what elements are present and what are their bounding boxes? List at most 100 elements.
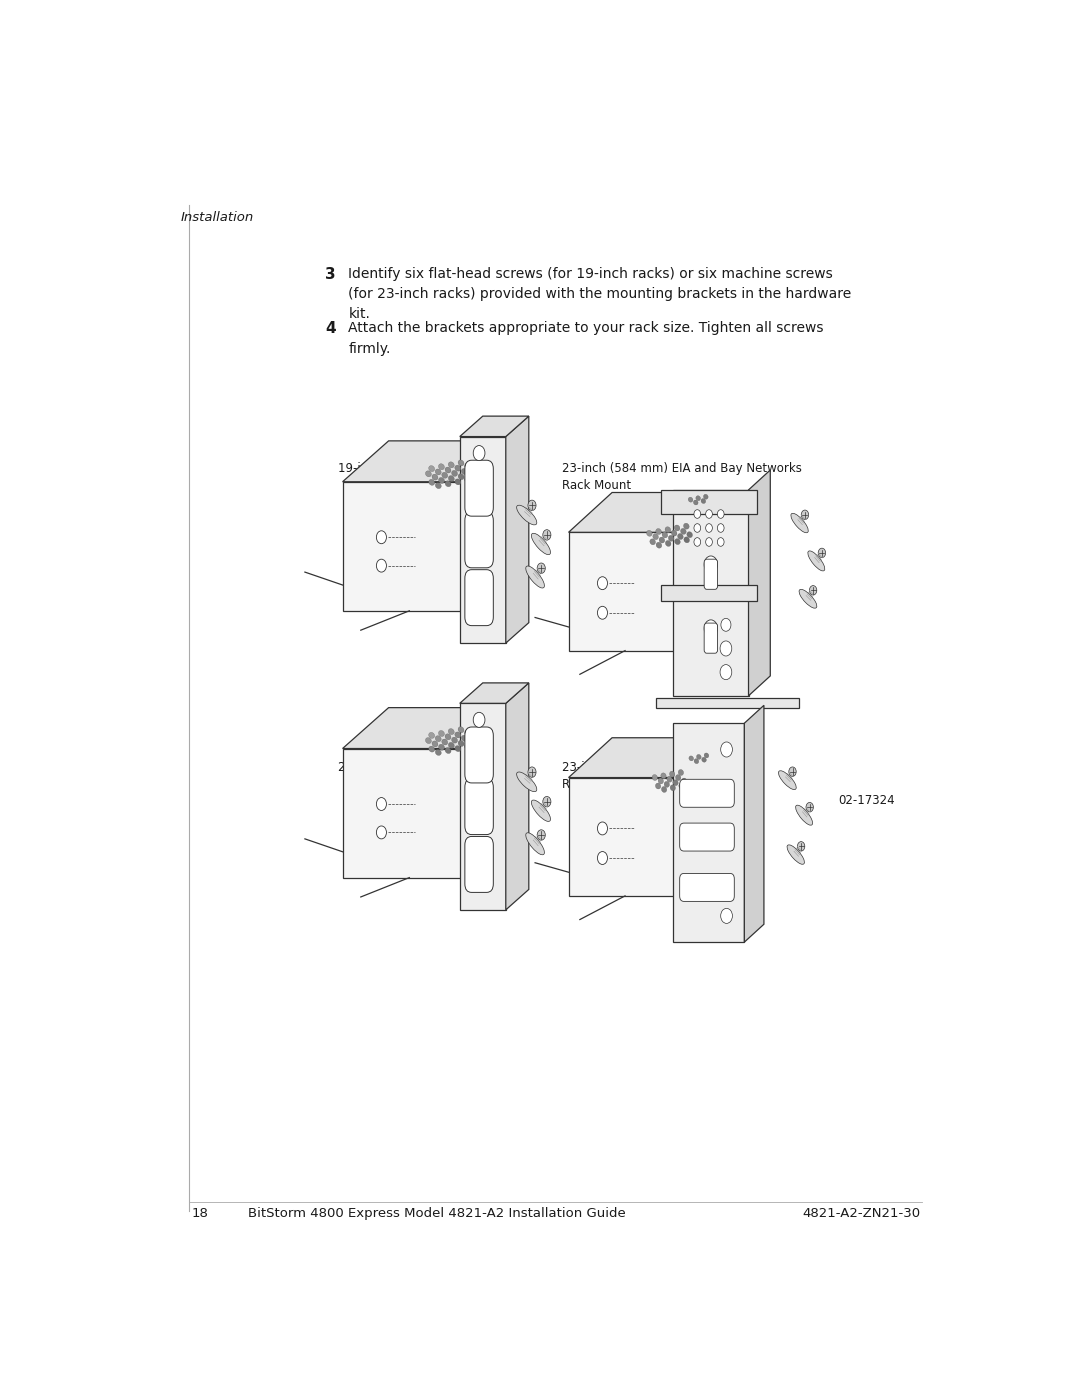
Circle shape [797, 841, 805, 851]
Circle shape [720, 665, 732, 680]
Polygon shape [460, 703, 505, 909]
Ellipse shape [808, 550, 825, 571]
Ellipse shape [429, 465, 434, 472]
Text: 02-17324: 02-17324 [838, 793, 894, 806]
Ellipse shape [696, 496, 701, 500]
Ellipse shape [702, 757, 706, 763]
Polygon shape [657, 698, 799, 708]
Ellipse shape [666, 777, 672, 782]
Ellipse shape [684, 524, 689, 529]
Ellipse shape [455, 732, 461, 738]
Circle shape [809, 585, 816, 595]
Ellipse shape [658, 778, 663, 784]
Circle shape [543, 529, 551, 541]
Polygon shape [460, 437, 505, 643]
Ellipse shape [656, 784, 661, 789]
Ellipse shape [448, 475, 455, 482]
Circle shape [597, 606, 607, 619]
Text: 3: 3 [325, 267, 336, 282]
Circle shape [704, 556, 717, 573]
Circle shape [543, 796, 551, 807]
Ellipse shape [531, 800, 551, 821]
Ellipse shape [464, 743, 471, 750]
Ellipse shape [526, 833, 544, 855]
Ellipse shape [448, 462, 455, 468]
Ellipse shape [694, 759, 699, 764]
Polygon shape [661, 584, 757, 601]
Ellipse shape [671, 785, 675, 791]
Ellipse shape [516, 506, 537, 525]
Ellipse shape [432, 740, 438, 747]
Polygon shape [342, 749, 464, 877]
Ellipse shape [675, 539, 680, 545]
Text: 19-inch (483 mm) Rack Mount: 19-inch (483 mm) Rack Mount [338, 462, 517, 475]
Circle shape [720, 619, 731, 631]
Circle shape [597, 852, 607, 865]
Ellipse shape [455, 479, 461, 485]
Polygon shape [673, 490, 748, 696]
Ellipse shape [703, 495, 708, 499]
Text: 23-inch (584 mm) EIA and Bay Networks
Rack Mount: 23-inch (584 mm) EIA and Bay Networks Ra… [562, 462, 801, 492]
FancyBboxPatch shape [464, 511, 494, 567]
FancyBboxPatch shape [704, 623, 717, 654]
Ellipse shape [435, 483, 442, 489]
Circle shape [720, 908, 732, 923]
Text: Attach the brackets appropriate to your rack size. Tighten all screws
firmly.: Attach the brackets appropriate to your … [349, 321, 824, 355]
Ellipse shape [673, 780, 678, 785]
Polygon shape [505, 416, 529, 643]
Circle shape [806, 802, 813, 812]
Ellipse shape [665, 541, 671, 546]
Circle shape [717, 524, 724, 532]
Polygon shape [681, 493, 725, 651]
Ellipse shape [435, 469, 442, 475]
Ellipse shape [448, 742, 455, 749]
Ellipse shape [679, 784, 684, 789]
Polygon shape [342, 482, 464, 610]
FancyBboxPatch shape [464, 460, 494, 515]
Polygon shape [568, 493, 725, 532]
Circle shape [377, 531, 387, 543]
Ellipse shape [684, 536, 689, 543]
Polygon shape [464, 708, 510, 877]
Ellipse shape [656, 528, 661, 535]
Ellipse shape [681, 778, 687, 784]
Ellipse shape [458, 740, 464, 746]
Ellipse shape [787, 845, 805, 865]
Ellipse shape [426, 471, 431, 476]
Circle shape [819, 548, 825, 557]
Circle shape [597, 577, 607, 590]
Ellipse shape [435, 749, 442, 756]
Ellipse shape [426, 738, 431, 743]
Ellipse shape [458, 726, 464, 732]
FancyBboxPatch shape [679, 873, 734, 901]
Circle shape [473, 446, 485, 461]
Ellipse shape [468, 739, 474, 745]
Ellipse shape [689, 756, 693, 761]
Ellipse shape [458, 474, 464, 479]
Circle shape [717, 510, 724, 518]
Polygon shape [460, 416, 529, 437]
Ellipse shape [516, 773, 537, 792]
Ellipse shape [464, 464, 471, 469]
Text: Identify six flat-head screws (for 19-inch racks) or six machine screws
(for 23-: Identify six flat-head screws (for 19-in… [349, 267, 852, 321]
FancyBboxPatch shape [679, 823, 734, 851]
Circle shape [694, 524, 701, 532]
Polygon shape [744, 705, 764, 942]
Ellipse shape [659, 536, 664, 543]
Text: Installation: Installation [181, 211, 254, 224]
Polygon shape [342, 441, 510, 482]
Circle shape [705, 510, 713, 518]
Ellipse shape [448, 729, 455, 735]
Circle shape [720, 742, 732, 757]
Ellipse shape [693, 500, 698, 504]
Ellipse shape [672, 529, 677, 536]
Ellipse shape [665, 527, 671, 532]
Ellipse shape [438, 745, 445, 750]
Ellipse shape [526, 566, 544, 588]
FancyBboxPatch shape [464, 726, 494, 782]
Ellipse shape [455, 746, 461, 752]
Circle shape [717, 538, 724, 546]
Polygon shape [681, 738, 725, 895]
Ellipse shape [451, 471, 458, 476]
Circle shape [537, 563, 545, 573]
